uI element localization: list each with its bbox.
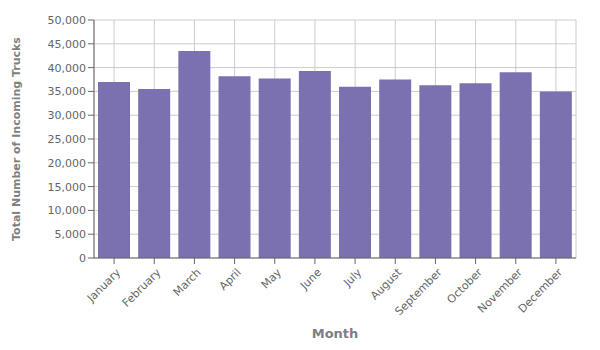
svg-text:10,000: 10,000 [48, 204, 87, 217]
svg-text:20,000: 20,000 [48, 157, 87, 170]
svg-text:30,000: 30,000 [48, 109, 87, 122]
svg-text:Month: Month [312, 326, 359, 341]
svg-text:October: October [444, 266, 485, 307]
svg-text:40,000: 40,000 [48, 62, 87, 75]
svg-text:0: 0 [79, 252, 86, 265]
svg-text:5,000: 5,000 [55, 228, 87, 241]
svg-text:September: September [392, 266, 445, 319]
svg-text:February: February [120, 266, 164, 310]
svg-text:April: April [217, 266, 244, 293]
svg-text:December: December [516, 266, 566, 316]
svg-text:May: May [259, 266, 285, 292]
svg-text:August: August [368, 266, 405, 303]
svg-text:January: January [84, 266, 124, 306]
svg-text:50,000: 50,000 [48, 14, 87, 27]
svg-text:35,000: 35,000 [48, 85, 87, 98]
svg-text:November: November [475, 266, 525, 316]
svg-text:June: June [297, 266, 324, 293]
svg-text:July: July [340, 266, 364, 290]
svg-text:March: March [171, 266, 204, 299]
svg-text:15,000: 15,000 [48, 181, 87, 194]
svg-text:25,000: 25,000 [48, 133, 87, 146]
svg-text:Total Number of Incoming Truck: Total Number of Incoming Trucks [10, 37, 23, 241]
svg-text:45,000: 45,000 [48, 38, 87, 51]
